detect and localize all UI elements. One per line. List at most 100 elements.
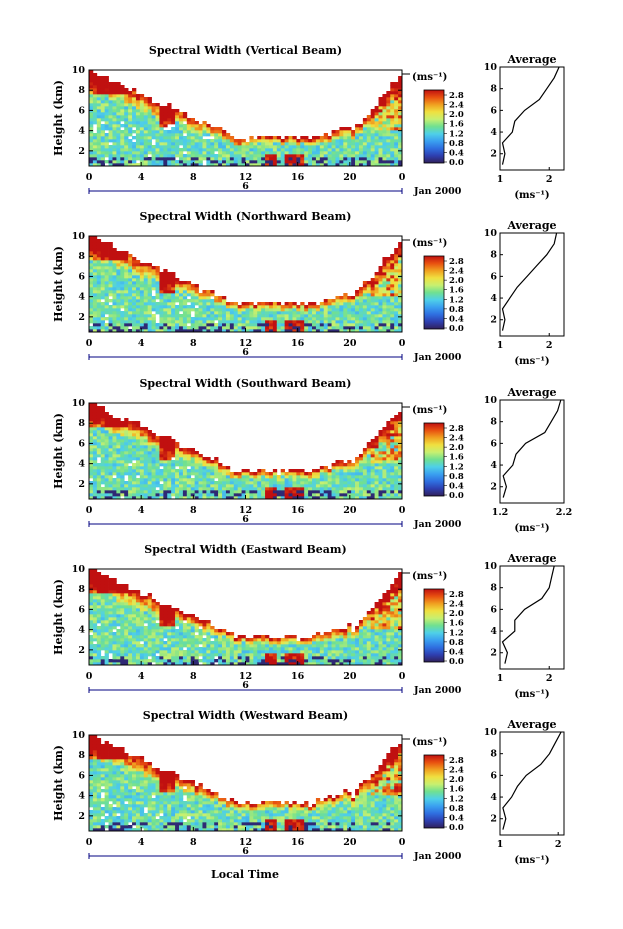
heatmap-cell <box>249 157 254 161</box>
heatmap-cell <box>155 460 160 464</box>
heatmap-cell <box>178 629 184 633</box>
heatmap-cell <box>100 281 105 285</box>
heatmap-cell <box>108 82 113 86</box>
heatmap-cell <box>178 638 184 642</box>
heatmap-cell <box>167 451 172 455</box>
heatmap-cell <box>331 493 336 497</box>
heatmap-cell <box>210 326 215 330</box>
heatmap-cell <box>362 157 368 161</box>
heatmap-cell <box>186 308 192 312</box>
heatmap-cell <box>120 299 125 303</box>
heatmap-cell <box>370 124 375 128</box>
heatmap-cell <box>249 139 254 143</box>
heatmap-cell <box>128 421 133 425</box>
heatmap-cell <box>280 481 285 485</box>
panel-title: Spectral Width (Southward Beam) <box>139 377 351 390</box>
heatmap-cell <box>89 106 94 110</box>
heatmap-cell <box>167 106 172 110</box>
heatmap-cell <box>120 263 125 267</box>
heatmap-cell <box>268 151 274 155</box>
heatmap-cell <box>151 275 156 279</box>
heatmap-cell <box>355 299 360 303</box>
heatmap-cell <box>155 611 160 615</box>
heatmap-cell <box>124 466 129 470</box>
heatmap-cell <box>175 299 180 303</box>
heatmap-cell <box>124 617 129 621</box>
heatmap-cell <box>331 478 336 482</box>
heatmap-cell <box>175 130 180 134</box>
heatmap-cell <box>257 148 262 152</box>
heatmap-cell <box>128 302 133 306</box>
x-tick-label: 4 <box>138 172 145 183</box>
heatmap-cell <box>139 611 145 615</box>
heatmap-cell <box>96 278 102 282</box>
heatmap-cell <box>398 284 403 288</box>
heatmap-cell <box>143 430 149 434</box>
heatmap-cell <box>398 430 403 434</box>
heatmap-cell <box>229 484 235 488</box>
heatmap-cell <box>312 163 317 167</box>
heatmap-cell <box>390 121 395 125</box>
heatmap-cell <box>358 475 364 479</box>
heatmap-cell <box>394 290 399 294</box>
heatmap-cell <box>139 314 145 318</box>
heatmap-cell <box>214 644 219 648</box>
heatmap-cell <box>374 136 379 140</box>
heatmap-cell <box>128 124 133 128</box>
heatmap-cell <box>265 136 270 140</box>
heatmap-cell <box>96 626 102 630</box>
heatmap-cell <box>358 320 364 324</box>
heatmap-cell <box>167 656 172 660</box>
heatmap-cell <box>308 472 313 476</box>
heatmap-cell <box>96 142 102 146</box>
heatmap-cell <box>116 487 121 491</box>
heatmap-cell <box>331 466 336 470</box>
heatmap-cell <box>304 151 309 155</box>
heatmap-cell <box>194 644 199 648</box>
heatmap-cell <box>358 154 364 158</box>
heatmap-cell <box>108 323 113 327</box>
heatmap-cell <box>155 605 160 609</box>
heatmap-cell <box>147 157 152 161</box>
heatmap-cell <box>116 160 121 164</box>
heatmap-cell <box>300 151 305 155</box>
heatmap-cell <box>139 602 145 606</box>
heatmap-cell <box>202 305 207 309</box>
heatmap-cell <box>241 317 246 321</box>
heatmap-cell <box>394 263 399 267</box>
heatmap-cell <box>128 472 133 476</box>
heatmap-cell <box>171 109 176 113</box>
heatmap-cell <box>218 326 223 330</box>
heatmap-cell <box>198 323 203 327</box>
heatmap-cell <box>390 136 395 140</box>
heatmap-cell <box>241 302 246 306</box>
heatmap-cell <box>327 154 332 158</box>
heatmap-cell <box>288 487 293 491</box>
heatmap-cell <box>139 154 145 158</box>
heatmap-cell <box>132 457 137 461</box>
heatmap-cell <box>163 496 168 500</box>
heatmap-cell <box>120 133 125 137</box>
heatmap-cell <box>370 281 375 285</box>
heatmap-cell <box>143 142 149 146</box>
heatmap-cell <box>112 418 117 422</box>
heatmap-cell <box>370 287 375 291</box>
heatmap-cell <box>194 157 199 161</box>
heatmap-cell <box>143 263 149 267</box>
heatmap-cell <box>100 257 105 261</box>
heatmap-cell <box>323 317 329 321</box>
heatmap-cell <box>116 472 121 476</box>
heatmap-cell <box>128 433 133 437</box>
heatmap-cell <box>390 130 395 134</box>
heatmap-cell <box>241 323 246 327</box>
heatmap-cell <box>253 496 258 500</box>
heatmap-cell <box>257 496 262 500</box>
heatmap-cell <box>112 463 117 467</box>
heatmap-cell <box>206 635 211 639</box>
heatmap-cell <box>284 145 289 149</box>
profile-y-tick-label: 10 <box>484 395 498 406</box>
heatmap-cell <box>159 445 164 449</box>
heatmap-cell <box>272 490 278 494</box>
heatmap-cell <box>386 293 391 297</box>
heatmap-cell <box>315 329 321 333</box>
